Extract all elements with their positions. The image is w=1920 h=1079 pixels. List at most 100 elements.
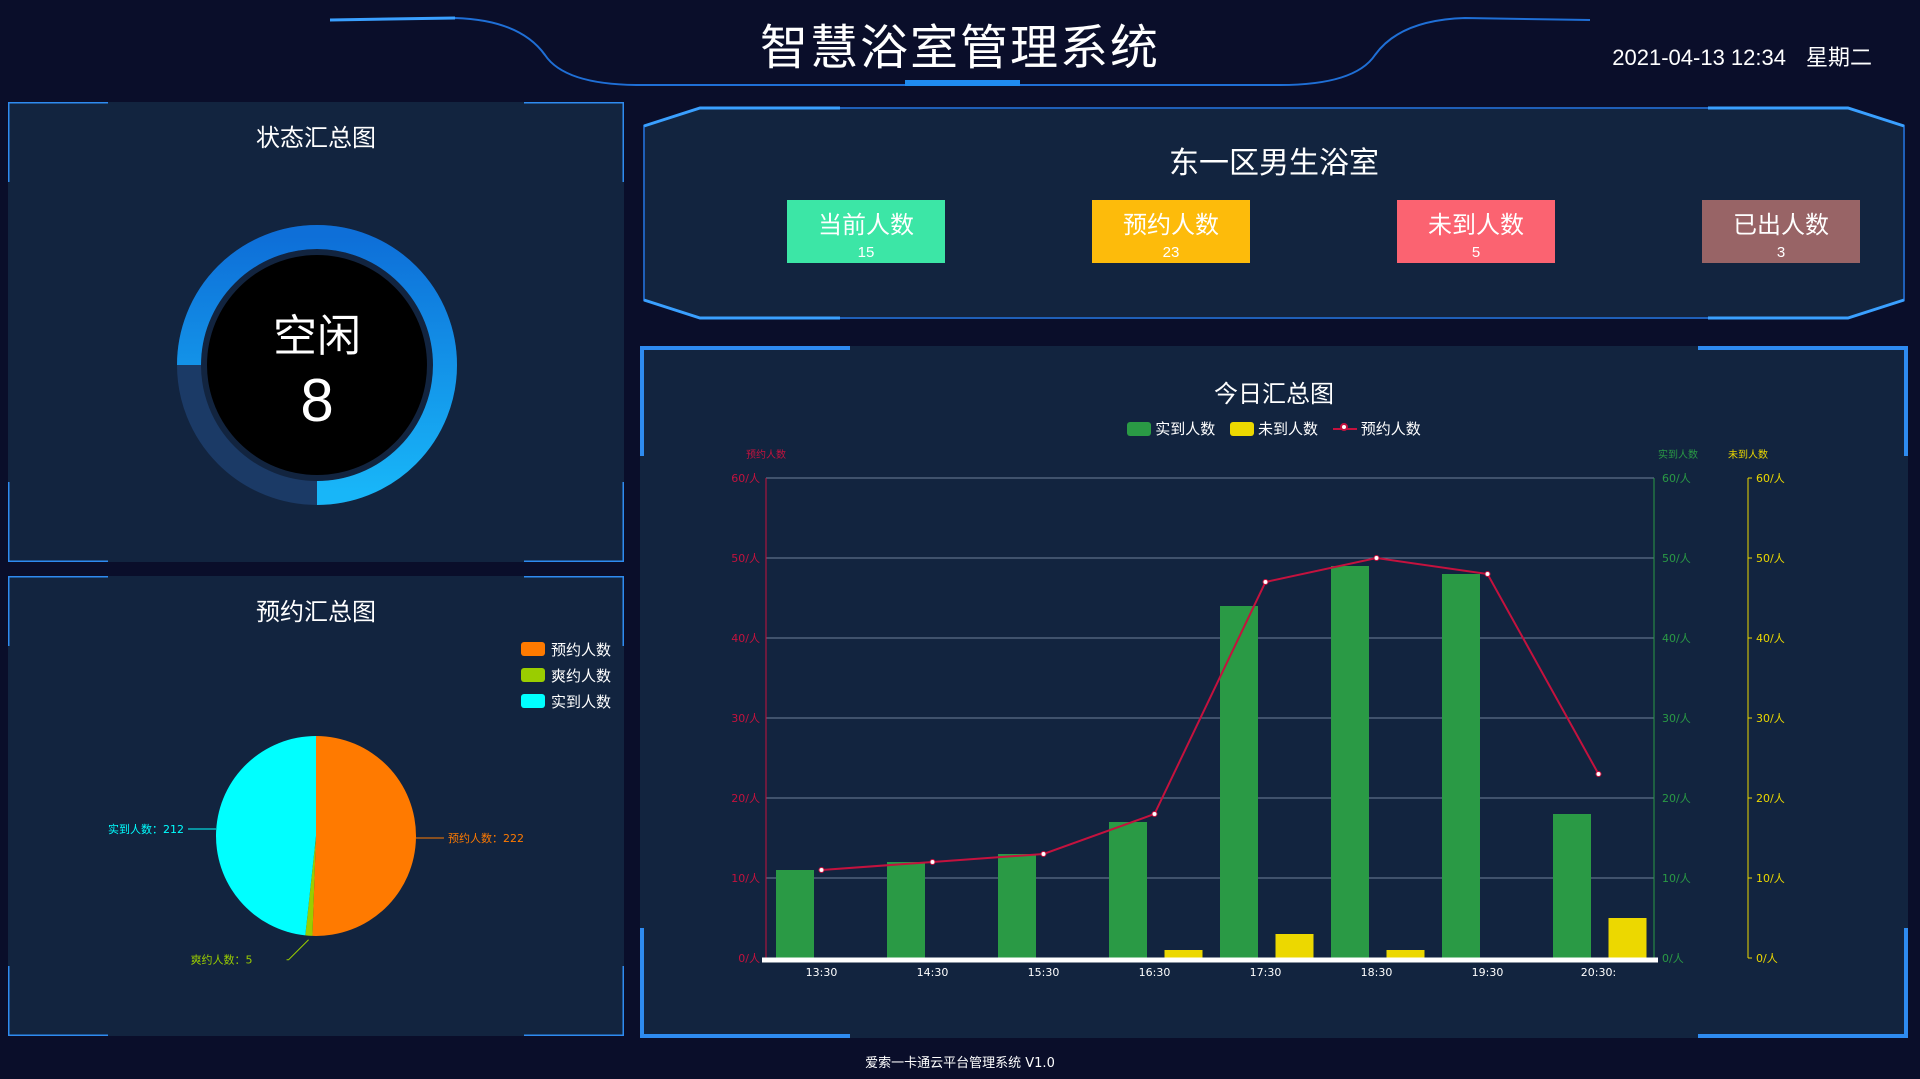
bathroom-panel: 东一区男生浴室 当前人数 15 预约人数 23 未到人数 5 已出人数 3 (640, 102, 1908, 324)
legend-swatch (1229, 422, 1254, 436)
y-tick-right2: 30/人 (1756, 712, 1785, 725)
bathroom-panel-frame (643, 106, 1905, 320)
bar-not-arrived (1164, 950, 1203, 958)
stat-value: 3 (1776, 244, 1786, 261)
today-panel-frame (640, 346, 1908, 1038)
legend-swatch (1127, 422, 1152, 436)
legend-swatch (521, 642, 545, 656)
date-text: 2021-04-13 12:34 (1612, 45, 1786, 70)
stat-value: 23 (1162, 244, 1180, 261)
line-point (1484, 571, 1491, 577)
y-tick-right1: 0/人 (1662, 952, 1684, 965)
x-tick-label: 18:30 (1361, 966, 1393, 979)
pie-label-line (286, 939, 309, 961)
today-legend: 实到人数 未到人数 预约人数 (640, 418, 1908, 439)
bar-arrived (1220, 606, 1258, 958)
y-tick-right2: 40/人 (1756, 632, 1785, 645)
pie-slice-arrived (216, 736, 316, 936)
axis-name-right2: 未到人数 (1728, 448, 1768, 461)
legend-item-noshow[interactable]: 爽约人数 (521, 662, 611, 688)
stat-left[interactable]: 已出人数 3 (1702, 200, 1860, 263)
x-tick-label: 14:30 (917, 966, 949, 979)
legend-item-not-arrived[interactable]: 未到人数 (1229, 420, 1318, 438)
line-point (1373, 555, 1380, 561)
y-tick-left: 60/人 (731, 472, 760, 485)
status-label: 空闲 (273, 311, 361, 362)
x-tick-label: 16:30 (1139, 966, 1171, 979)
legend-line-swatch (1332, 423, 1357, 431)
bar-arrived (1442, 574, 1480, 958)
reserve-legend: 预约人数 爽约人数 实到人数 (521, 636, 611, 714)
y-tick-left: 30/人 (731, 712, 760, 725)
stat-label: 预约人数 (1123, 211, 1219, 239)
line-point (818, 867, 825, 873)
y-tick-left: 0/人 (738, 952, 760, 965)
y-tick-right1: 60/人 (1662, 472, 1691, 485)
bar-not-arrived (1386, 950, 1425, 958)
footer-text: 爱索一卡通云平台管理系统 V1.0 (865, 1056, 1055, 1071)
y-tick-left: 50/人 (731, 552, 760, 565)
status-panel-title: 状态汇总图 (256, 124, 376, 152)
y-tick-right2: 10/人 (1756, 872, 1785, 885)
today-panel: 今日汇总图 实到人数 未到人数 预约人数 预约人数 实到人数 未到人数 0/人 0/人 0… (640, 346, 1908, 1038)
legend-item-arrived[interactable]: 实到人数 (521, 688, 611, 714)
reserve-pie-chart: 预约人数：222 爽约人数：5 实到人数：212 (108, 736, 524, 967)
pie-label: 实到人数：212 (108, 822, 184, 836)
bar-arrived (1109, 822, 1147, 958)
legend-label: 爽约人数 (551, 666, 612, 685)
line-point (1595, 771, 1602, 777)
y-tick-right2: 60/人 (1756, 472, 1785, 485)
stat-label: 已出人数 (1733, 211, 1829, 239)
y-tick-right2: 0/人 (1756, 952, 1778, 965)
datetime: 2021-04-13 12:34 星期二 (1592, 40, 1872, 72)
axis-name-right1: 实到人数 (1658, 448, 1698, 461)
y-tick-right2: 50/人 (1756, 552, 1785, 565)
line-point (1262, 579, 1269, 585)
pie-slice-reserved (312, 736, 416, 936)
legend-swatch (521, 694, 545, 708)
weekday-text: 星期二 (1805, 45, 1872, 70)
y-tick-left: 10/人 (731, 872, 760, 885)
bar-not-arrived (1275, 934, 1314, 958)
ring-progress (177, 225, 457, 505)
line-point (1040, 851, 1047, 857)
legend-swatch (521, 668, 545, 682)
x-tick-label: 17:30 (1250, 966, 1282, 979)
header: 智慧浴室管理系统 2021-04-13 12:34 星期二 (0, 0, 1920, 100)
bathroom-title: 东一区男生浴室 (1169, 146, 1379, 181)
x-tick-label: 15:30 (1028, 966, 1060, 979)
x-tick-label: 19:30 (1472, 966, 1504, 979)
y-tick-right1: 50/人 (1662, 552, 1691, 565)
stat-value: 15 (857, 244, 875, 261)
pie-label: 预约人数：222 (448, 832, 524, 845)
legend-label: 未到人数 (1257, 420, 1318, 438)
y-tick-right1: 10/人 (1662, 872, 1691, 885)
line-point (1151, 811, 1158, 817)
bar-not-arrived (1608, 918, 1647, 958)
y-tick-right1: 40/人 (1662, 632, 1691, 645)
legend-item-reserved[interactable]: 预约人数 (1332, 420, 1421, 438)
y-tick-left: 40/人 (731, 632, 760, 645)
stat-label: 当前人数 (818, 211, 914, 239)
stat-not-arrived[interactable]: 未到人数 5 (1397, 200, 1555, 263)
status-panel: 状态汇总图 空闲 8 (8, 102, 624, 562)
x-tick-label: 13:30 (806, 966, 838, 979)
reserve-panel: 预约汇总图 预约人数 爽约人数 实到人数 预约人数：222 爽约人数：5 实到人数：… (8, 576, 624, 1036)
legend-label: 实到人数 (1155, 420, 1216, 438)
stat-reserved[interactable]: 预约人数 23 (1092, 200, 1250, 263)
legend-item-arrived[interactable]: 实到人数 (1127, 420, 1215, 438)
y-tick-right2: 20/人 (1756, 792, 1785, 805)
bar-arrived (998, 854, 1036, 958)
legend-item-reserved[interactable]: 预约人数 (521, 636, 611, 662)
status-value: 8 (300, 367, 334, 434)
x-tick-label: 20:30: (1581, 966, 1616, 979)
legend-label: 预约人数 (551, 640, 612, 659)
bar-arrived (776, 870, 814, 958)
today-panel-title: 今日汇总图 (1214, 380, 1334, 408)
line-reserved (821, 556, 1600, 871)
stat-current[interactable]: 当前人数 15 (787, 200, 945, 263)
ring-center (207, 255, 427, 475)
page-title: 智慧浴室管理系统 (759, 20, 1160, 76)
legend-label: 实到人数 (551, 692, 612, 711)
y-tick-right1: 30/人 (1662, 712, 1691, 725)
